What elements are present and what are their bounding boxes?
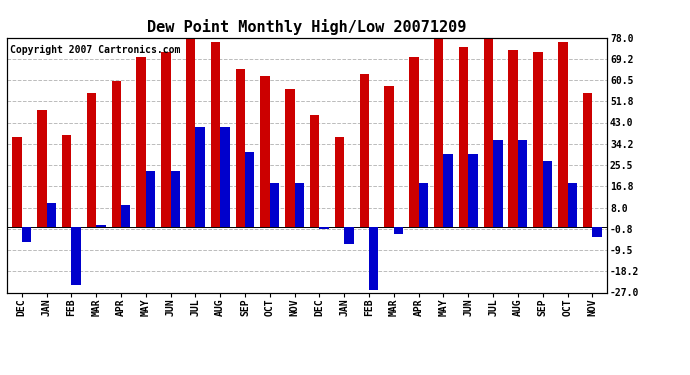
Bar xyxy=(146,171,155,227)
Bar xyxy=(310,115,319,227)
Bar xyxy=(344,227,354,244)
Bar xyxy=(186,38,195,227)
Bar xyxy=(295,183,304,227)
Text: Copyright 2007 Cartronics.com: Copyright 2007 Cartronics.com xyxy=(10,45,180,55)
Bar xyxy=(220,128,230,227)
Bar xyxy=(161,52,170,227)
Bar xyxy=(47,202,56,227)
Bar xyxy=(335,137,344,227)
Bar xyxy=(518,140,527,227)
Title: Dew Point Monthly High/Low 20071209: Dew Point Monthly High/Low 20071209 xyxy=(148,19,466,35)
Bar xyxy=(22,227,31,242)
Bar xyxy=(319,227,329,230)
Bar xyxy=(137,57,146,227)
Bar xyxy=(112,81,121,227)
Bar xyxy=(245,152,255,227)
Bar xyxy=(558,42,567,227)
Bar xyxy=(285,88,295,227)
Bar xyxy=(96,225,106,227)
Bar xyxy=(419,183,428,227)
Bar xyxy=(583,93,592,227)
Bar xyxy=(444,154,453,227)
Bar xyxy=(567,183,577,227)
Bar xyxy=(195,128,205,227)
Bar xyxy=(62,135,71,227)
Bar xyxy=(469,154,477,227)
Bar xyxy=(87,93,96,227)
Bar xyxy=(71,227,81,285)
Bar xyxy=(37,110,47,227)
Bar xyxy=(484,38,493,227)
Bar xyxy=(211,42,220,227)
Bar xyxy=(533,52,543,227)
Bar xyxy=(359,74,369,227)
Bar xyxy=(509,50,518,227)
Bar xyxy=(270,183,279,227)
Bar xyxy=(493,140,502,227)
Bar xyxy=(543,161,552,227)
Bar xyxy=(409,57,419,227)
Bar xyxy=(260,76,270,227)
Bar xyxy=(12,137,22,227)
Bar xyxy=(384,86,394,227)
Bar xyxy=(369,227,379,290)
Bar xyxy=(121,205,130,227)
Bar xyxy=(170,171,180,227)
Bar xyxy=(394,227,403,234)
Bar xyxy=(434,38,444,227)
Bar xyxy=(459,47,469,227)
Bar xyxy=(592,227,602,237)
Bar xyxy=(235,69,245,227)
